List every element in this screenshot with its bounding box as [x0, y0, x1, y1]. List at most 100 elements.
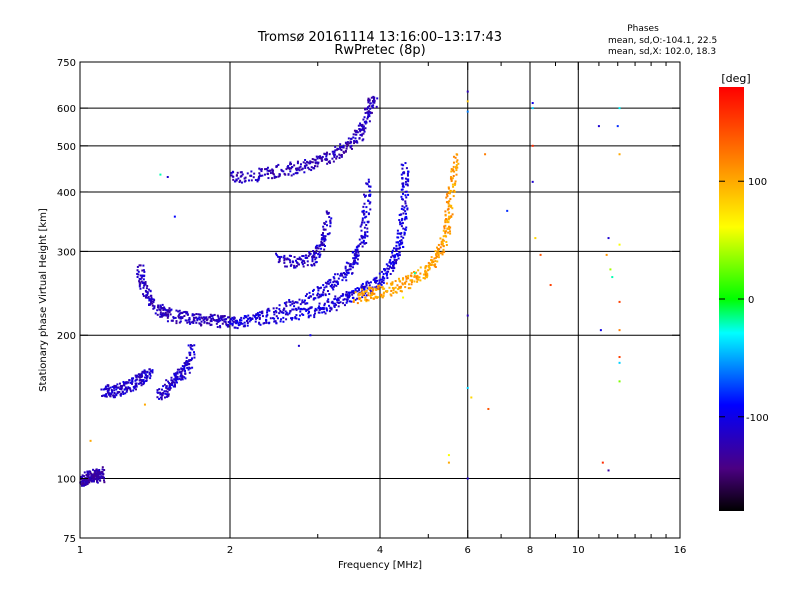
- legend-heading: Phases: [627, 24, 659, 34]
- trace-point: [96, 481, 99, 484]
- trace-point: [383, 277, 386, 280]
- trace-point: [298, 314, 301, 317]
- trace-point: [137, 375, 140, 378]
- trace-point: [381, 270, 384, 273]
- trace-point: [395, 262, 398, 265]
- trace-point: [386, 277, 389, 280]
- trace-point: [139, 277, 142, 280]
- trace-point: [401, 278, 404, 281]
- trace-point: [254, 178, 257, 181]
- trace-point: [312, 288, 315, 291]
- trace-point: [398, 232, 401, 235]
- trace-point: [188, 316, 191, 319]
- trace-point: [80, 480, 83, 483]
- trace-point: [359, 243, 362, 246]
- trace-point: [124, 386, 127, 389]
- trace-point: [395, 258, 398, 261]
- trace-point: [179, 312, 182, 315]
- trace-point: [287, 258, 290, 261]
- trace-point: [365, 281, 368, 284]
- trace-point: [216, 325, 219, 328]
- trace-point: [186, 361, 189, 364]
- trace-point: [139, 378, 142, 381]
- trace-point: [444, 221, 447, 224]
- trace-point: [347, 291, 350, 294]
- trace-point: [454, 180, 457, 183]
- trace-point: [408, 283, 411, 286]
- trace-point: [348, 294, 351, 297]
- trace-point: [425, 265, 428, 268]
- trace-point: [291, 300, 294, 303]
- trace-point: [278, 304, 281, 307]
- trace-point: [322, 228, 325, 231]
- trace-point: [159, 304, 162, 307]
- trace-point: [362, 241, 365, 244]
- trace-point: [146, 371, 149, 374]
- trace-point: [305, 308, 308, 311]
- trace-point: [290, 263, 293, 266]
- trace-point: [87, 479, 90, 482]
- trace-point: [258, 318, 261, 321]
- trace-point: [195, 321, 198, 324]
- trace-point: [409, 287, 412, 290]
- trace-point: [360, 125, 363, 128]
- trace-point: [299, 307, 302, 310]
- trace-point: [306, 260, 309, 263]
- trace-point: [367, 220, 370, 223]
- trace-point: [386, 272, 389, 275]
- trace-point: [197, 313, 200, 316]
- trace-point: [391, 283, 394, 286]
- trace-point: [370, 290, 373, 293]
- trace-point: [328, 160, 331, 163]
- trace-point: [361, 245, 364, 248]
- trace-point: [302, 255, 305, 258]
- trace-point: [273, 176, 276, 179]
- trace-point: [249, 316, 252, 319]
- trace-point: [455, 153, 458, 156]
- trace-point: [357, 294, 360, 297]
- trace-point: [162, 314, 165, 317]
- trace-point: [448, 225, 451, 228]
- trace-point: [341, 293, 344, 296]
- trace-point: [423, 277, 426, 280]
- trace-point: [217, 315, 220, 318]
- trace-point: [329, 222, 332, 225]
- trace-point: [320, 243, 323, 246]
- trace-point: [363, 226, 366, 229]
- trace-point: [362, 138, 365, 141]
- trace-point: [310, 166, 313, 169]
- trace-point: [110, 392, 113, 395]
- trace-point: [320, 238, 323, 241]
- trace-point: [366, 116, 369, 119]
- trace-point: [382, 294, 385, 297]
- trace-point: [373, 277, 376, 280]
- trace-point: [174, 372, 177, 375]
- trace-point: [404, 183, 407, 186]
- trace-point: [109, 395, 112, 398]
- trace-point: [356, 249, 359, 252]
- trace-point: [79, 481, 82, 484]
- scatter-point: [531, 144, 534, 147]
- trace-point: [191, 366, 194, 369]
- trace-point: [99, 471, 102, 474]
- trace-point: [289, 304, 292, 307]
- y-tick-label: 750: [57, 58, 76, 69]
- trace-point: [344, 265, 347, 268]
- trace-point: [338, 153, 341, 156]
- trace-point: [151, 369, 154, 372]
- trace-point: [298, 169, 301, 172]
- trace-point: [334, 273, 337, 276]
- chart-subtitle: RwPretec (8p): [334, 43, 425, 58]
- trace-point: [159, 313, 162, 316]
- trace-point: [168, 386, 171, 389]
- trace-point: [296, 160, 299, 163]
- trace-point: [370, 287, 373, 290]
- trace-point: [143, 270, 146, 273]
- trace-point: [384, 268, 387, 271]
- trace-point: [318, 287, 321, 290]
- trace-point: [179, 317, 182, 320]
- trace-point: [317, 252, 320, 255]
- trace-point: [291, 308, 294, 311]
- trace-point: [296, 172, 299, 175]
- trace-point: [339, 274, 342, 277]
